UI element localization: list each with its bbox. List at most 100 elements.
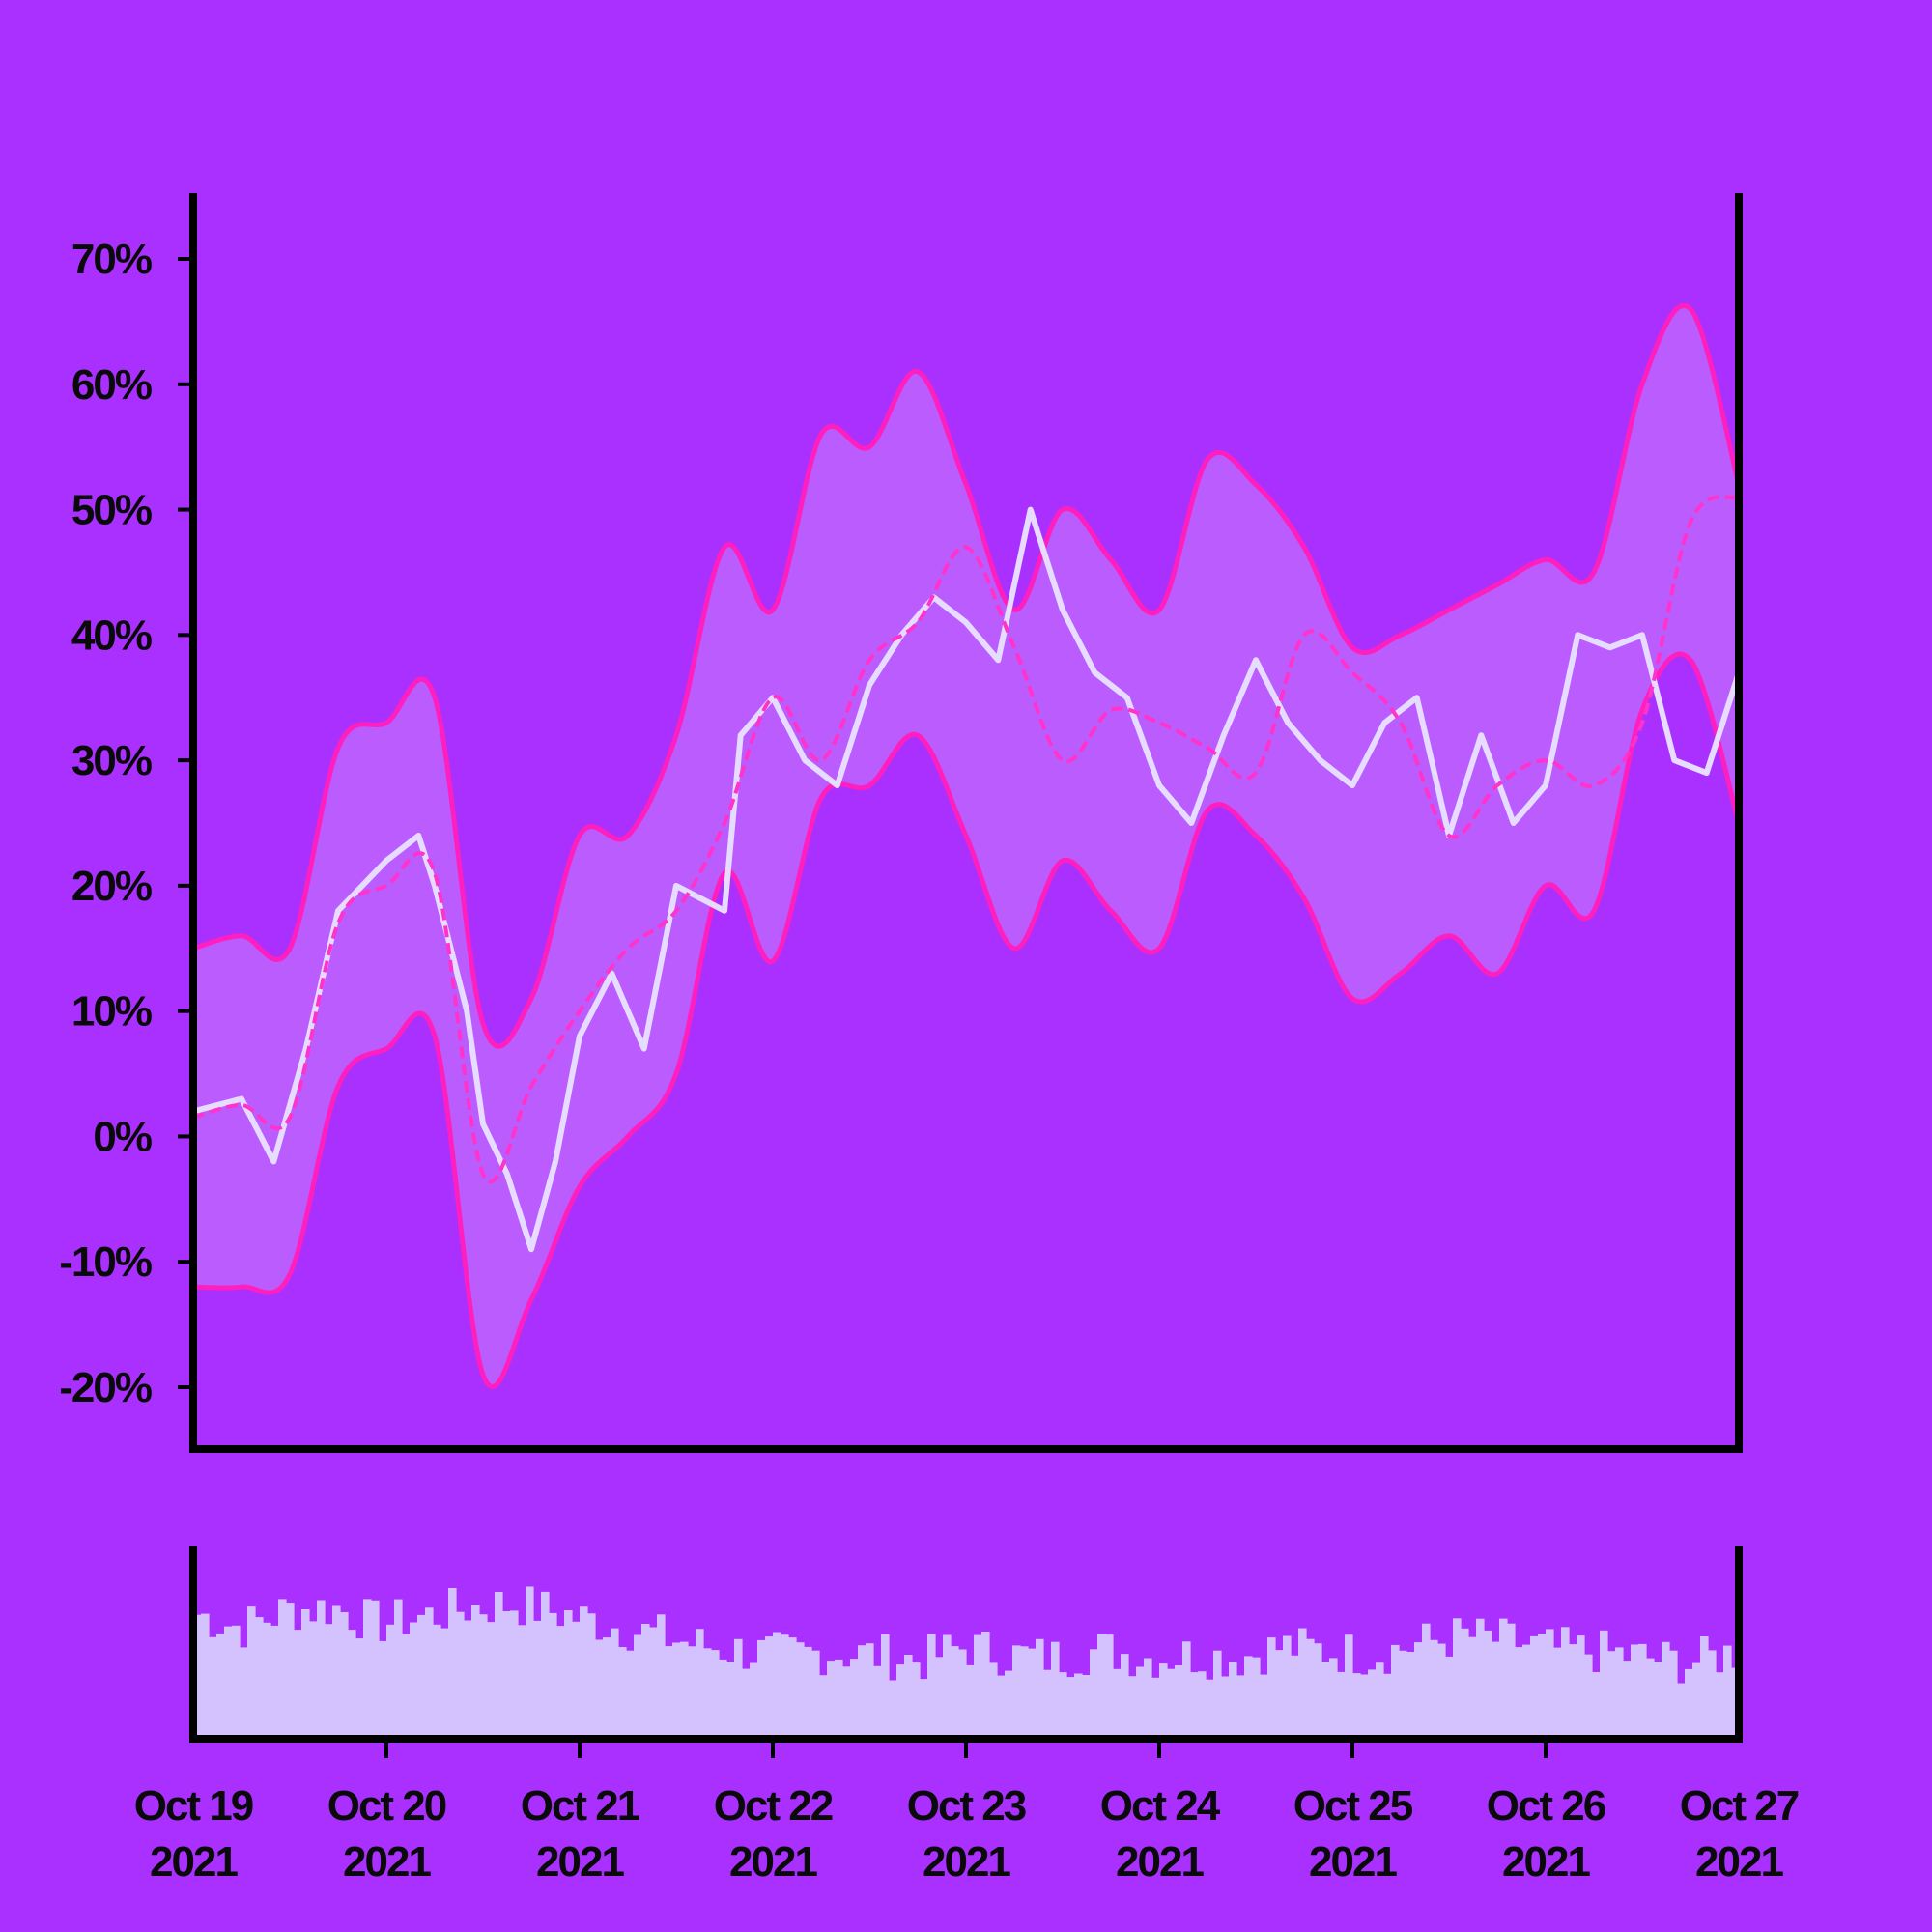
volume-bar <box>502 1611 511 1739</box>
volume-bar <box>1399 1650 1407 1739</box>
volume-bar <box>1198 1671 1207 1739</box>
x-tick-year: 2021 <box>343 1838 431 1886</box>
volume-bar <box>317 1600 326 1739</box>
volume-bar <box>951 1646 959 1739</box>
volume-bar <box>240 1647 248 1739</box>
volume-bar <box>1059 1672 1067 1739</box>
y-tick-label: 0% <box>93 1113 151 1160</box>
price-panel <box>192 303 1742 1389</box>
volume-bar <box>1082 1675 1091 1739</box>
volume-bar <box>904 1655 913 1739</box>
volume-bar <box>340 1612 349 1739</box>
volume-bar <box>626 1650 635 1739</box>
volume-bar <box>448 1588 457 1739</box>
x-tick-year: 2021 <box>1309 1838 1397 1886</box>
volume-bar <box>889 1680 897 1739</box>
volume-bar <box>1167 1668 1176 1739</box>
volume-bar <box>1461 1628 1469 1739</box>
volume-bar <box>1376 1662 1384 1739</box>
volume-bar <box>1430 1639 1438 1739</box>
x-tick-year: 2021 <box>1116 1838 1204 1886</box>
volume-bar <box>1422 1623 1431 1739</box>
y-tick-label: 30% <box>71 737 152 784</box>
volume-bar <box>665 1646 673 1739</box>
volume-bar <box>580 1606 588 1739</box>
volume-bar <box>1600 1630 1608 1739</box>
volume-bar <box>1631 1644 1639 1739</box>
volume-bar <box>927 1634 936 1739</box>
volume-bar <box>1159 1663 1168 1739</box>
volume-bar <box>1414 1642 1423 1739</box>
volume-bar <box>1654 1662 1662 1739</box>
x-tick-year: 2021 <box>536 1838 624 1886</box>
volume-bar <box>1437 1643 1446 1739</box>
volume-bar <box>1236 1675 1245 1739</box>
volume-bar <box>1692 1662 1701 1739</box>
volume-bar <box>1175 1665 1183 1739</box>
volume-bar <box>1066 1677 1075 1739</box>
volume-bar <box>750 1662 758 1739</box>
volume-bar <box>564 1610 573 1739</box>
volume-bar <box>1074 1673 1083 1739</box>
volume-bar <box>1499 1618 1508 1739</box>
volume-bar <box>193 1614 202 1739</box>
volume-bar <box>1298 1628 1307 1739</box>
volume-bar <box>1708 1650 1717 1739</box>
volume-bar <box>1043 1669 1052 1739</box>
volume-bar <box>1020 1646 1029 1739</box>
volume-bar <box>1190 1672 1199 1739</box>
y-tick-label: 10% <box>71 988 152 1036</box>
volume-bar <box>1468 1636 1477 1739</box>
x-tick-label: Oct 24 <box>1100 1782 1221 1830</box>
volume-bar <box>1360 1674 1369 1739</box>
volume-bar <box>1090 1649 1098 1739</box>
volume-bar <box>603 1637 611 1739</box>
volume-bar <box>587 1613 596 1739</box>
volume-bar <box>255 1617 264 1739</box>
volume-bar <box>765 1636 774 1739</box>
volume-bar <box>1538 1634 1547 1739</box>
volume-bar <box>696 1629 704 1739</box>
volume-bar <box>958 1649 967 1739</box>
x-tick-label: Oct 20 <box>327 1782 446 1830</box>
volume-bar <box>1723 1645 1732 1739</box>
volume-bar <box>1306 1638 1315 1739</box>
x-tick-label: Oct 21 <box>521 1782 640 1830</box>
volume-bar <box>989 1662 998 1739</box>
volume-bar <box>402 1634 411 1739</box>
volume-bar <box>533 1620 542 1739</box>
x-tick-label: Oct 26 <box>1487 1782 1605 1830</box>
volume-bar <box>1206 1679 1214 1739</box>
volume-bar <box>1569 1644 1577 1739</box>
upper-band-line <box>192 303 1742 1049</box>
volume-bar <box>680 1641 689 1739</box>
volume-bar <box>1213 1650 1222 1739</box>
volume-bar <box>974 1634 982 1739</box>
volume-bar <box>495 1592 503 1739</box>
x-tick-label: Oct 23 <box>907 1782 1026 1830</box>
volume-bar <box>526 1586 534 1739</box>
volume-bar <box>873 1665 882 1739</box>
volume-bar <box>1337 1671 1346 1739</box>
moving-average-line <box>192 495 1740 1184</box>
volume-bar <box>1646 1658 1655 1739</box>
volume-bar <box>1291 1655 1299 1739</box>
volume-bar <box>1252 1657 1261 1739</box>
volume-bar <box>711 1650 720 1739</box>
volume-bar <box>1561 1627 1570 1739</box>
volume-bar <box>935 1657 944 1739</box>
volume-bar <box>1028 1648 1037 1739</box>
volume-bar <box>332 1605 341 1739</box>
volume-bar <box>943 1634 952 1739</box>
volume-bar <box>371 1600 380 1739</box>
volume-bar <box>216 1633 225 1739</box>
volume-bar <box>1144 1658 1152 1739</box>
volume-bar <box>1151 1677 1160 1739</box>
volume-bar <box>1546 1629 1554 1739</box>
volume-bar <box>1128 1676 1137 1739</box>
volume-bar <box>456 1611 465 1739</box>
volume-bar <box>1383 1673 1392 1739</box>
volume-bar <box>773 1632 781 1739</box>
volume-bar <box>688 1646 696 1739</box>
